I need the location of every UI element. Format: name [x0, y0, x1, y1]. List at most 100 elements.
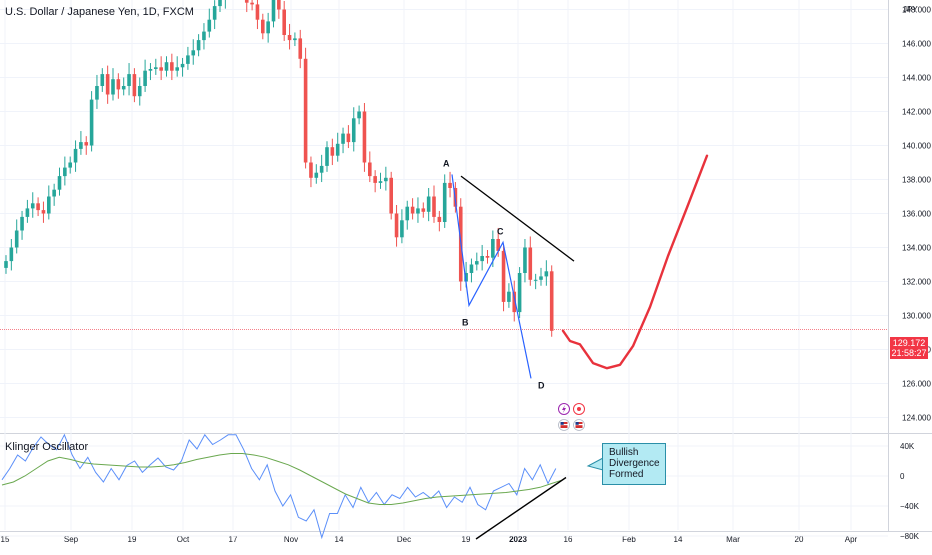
candle-body [111, 79, 115, 95]
candle-body [416, 208, 420, 214]
wave-label-c: C [497, 226, 504, 236]
candle-body [309, 162, 313, 178]
candle-body [485, 256, 490, 258]
last-price-tag: 129.172 21:58:27 [890, 337, 928, 359]
candle-body [30, 203, 35, 209]
time-tick-label: 14 [674, 535, 683, 544]
candle-body [373, 176, 377, 183]
candle-body [132, 74, 137, 97]
us-flag-icon-canton [560, 422, 564, 425]
candle-body [218, 0, 222, 7]
candle-body [244, 0, 249, 3]
candle-body [84, 142, 89, 146]
candle-body [47, 196, 51, 214]
candle-body [512, 291, 517, 313]
candle-body [517, 273, 522, 313]
candle-body [437, 216, 442, 222]
price-tick-label: 148.000 [902, 6, 931, 15]
candle-body [394, 213, 399, 238]
record-icon-dot [577, 407, 581, 411]
us-flag-icon[interactable] [558, 419, 570, 431]
candle-body [186, 55, 190, 64]
chart-title: U.S. Dollar / Japanese Yen, 1D, FXCM [5, 6, 194, 18]
candle-body [528, 247, 533, 280]
candle-body [442, 182, 447, 222]
price-tick-label: 142.000 [902, 108, 931, 117]
candle-body [469, 264, 474, 273]
price-tick-label: 132.000 [902, 278, 931, 287]
candle-body [282, 9, 286, 35]
osc-tick-label: −80K [900, 532, 920, 541]
projection-curve [561, 154, 709, 370]
candle-body [539, 276, 543, 280]
candle-body [14, 230, 19, 248]
wave-label-b: B [462, 317, 469, 327]
wave-label-a: A [443, 158, 450, 168]
osc-tick-label: 0 [900, 472, 905, 481]
candle-body [378, 181, 383, 183]
candle-body [137, 86, 142, 97]
time-tick-label: 2023 [509, 535, 527, 544]
osc-tick-label: 40K [900, 442, 915, 451]
candle-body [202, 31, 206, 41]
candle-body [346, 133, 351, 143]
candle-body [148, 69, 153, 71]
klinger-line [1, 433, 557, 540]
candle-body [4, 261, 8, 268]
lightning-icon[interactable] [558, 403, 570, 415]
candle-body [389, 177, 393, 214]
wave-label-d: D [538, 380, 545, 390]
candle-body [159, 67, 163, 71]
time-tick-label: Mar [726, 535, 740, 544]
time-tick-label: Apr [845, 535, 858, 544]
candle-body [95, 86, 99, 100]
candle-body [250, 2, 254, 5]
candle-body [116, 79, 121, 90]
candle-body [475, 261, 479, 265]
candle-body [298, 38, 303, 59]
candle-body [277, 0, 281, 10]
candle-body [127, 74, 131, 86]
candle-body [357, 111, 361, 119]
candle-body [351, 118, 356, 143]
price-tick-label: 130.000 [902, 312, 931, 321]
candle-body [426, 196, 431, 212]
time-tick-label: 16 [564, 535, 573, 544]
candle-body [325, 147, 329, 166]
candle-body [533, 279, 538, 281]
record-icon[interactable] [573, 403, 585, 415]
candle-body [362, 111, 367, 163]
candle-body [314, 172, 319, 178]
price-tick-label: 140.000 [902, 142, 931, 151]
us-flag-icon[interactable] [573, 419, 585, 431]
candle-body [549, 271, 554, 331]
price-tick-label: 136.000 [902, 210, 931, 219]
candle-body [384, 177, 388, 182]
candle-body [68, 162, 72, 168]
candle-body [501, 250, 506, 302]
candle-body [196, 40, 201, 51]
candle-body [41, 210, 46, 214]
candle-body [9, 247, 14, 262]
candle-body [63, 167, 67, 177]
candle-body [212, 6, 217, 20]
candle-body [121, 86, 126, 90]
us-flag-icon-stripe-white [575, 424, 583, 426]
time-tick-label: Sep [64, 535, 79, 544]
last-price-value: 129.172 [892, 338, 926, 348]
candle-body [170, 62, 174, 71]
candle-body [368, 162, 372, 177]
candle-body [261, 19, 265, 34]
candle-body [330, 147, 335, 156]
candle-body [20, 216, 24, 231]
currency-label: JPY [903, 5, 918, 14]
time-tick-label: Oct [177, 535, 190, 544]
candle-body [73, 148, 78, 163]
divergence-callout[interactable]: Bullish Divergence Formed [602, 443, 666, 485]
candle-body [143, 70, 147, 86]
candle-body [79, 142, 83, 149]
candle-body [164, 62, 169, 71]
candle-body [464, 273, 468, 282]
